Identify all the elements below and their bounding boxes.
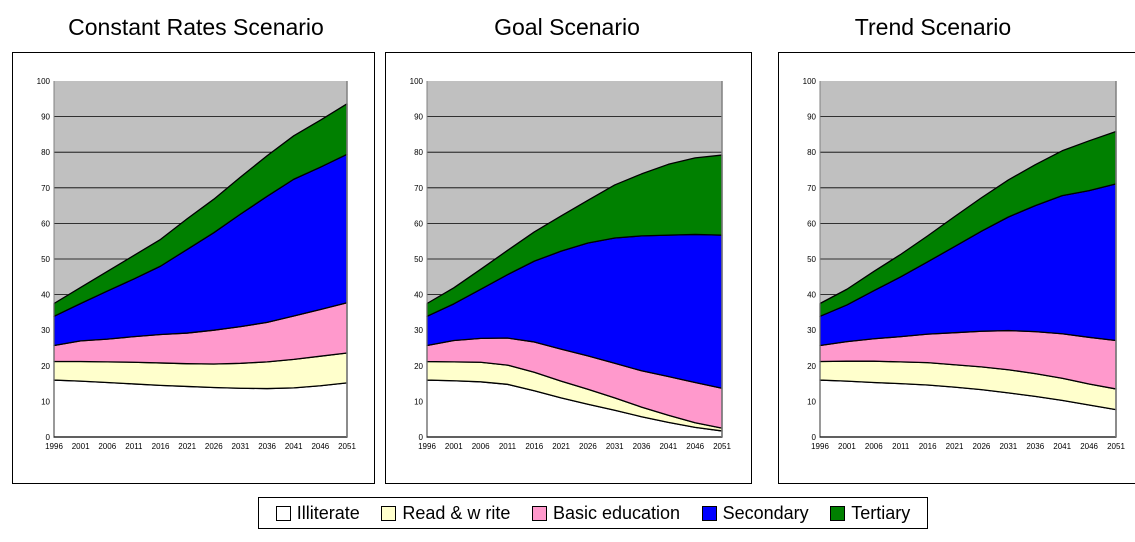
x-tick-label: 2026 — [973, 442, 991, 451]
y-tick-label: 10 — [41, 397, 50, 406]
legend-item-secondary: Secondary — [701, 502, 809, 524]
y-tick-label: 60 — [41, 219, 50, 228]
legend-item-tertiary: Tertiary — [830, 503, 910, 524]
y-tick-label: 70 — [807, 184, 816, 193]
y-tick-label: 100 — [410, 77, 424, 86]
x-tick-label: 2041 — [659, 442, 677, 451]
y-tick-label: 70 — [414, 184, 423, 193]
chart-title-trend: Trend Scenario — [854, 14, 1012, 40]
x-tick-label: 2031 — [999, 442, 1017, 451]
y-tick-label: 80 — [414, 148, 423, 157]
x-tick-label: 2011 — [499, 442, 517, 451]
area-series-illiterate — [53, 379, 348, 438]
x-tick-label: 2031 — [232, 442, 250, 451]
area-chart-constant-rates: 0 10 20 30 40 50 60 70 80 90 100 1996 2001 2006 2011 20… — [37, 77, 357, 451]
x-tick-label: 2051 — [713, 442, 731, 451]
y-tick-label: 10 — [414, 397, 423, 406]
y-tick-label: 0 — [46, 433, 51, 442]
legend-label-read-write: Read & w rite — [402, 502, 511, 523]
x-tick-label: 2046 — [686, 442, 704, 451]
y-tick-label: 30 — [807, 326, 816, 335]
x-tick-label: 2051 — [338, 442, 356, 451]
x-tick-label: 2016 — [919, 442, 937, 451]
legend-label-secondary: Secondary — [722, 502, 809, 523]
x-tick-label: 2046 — [1080, 442, 1098, 451]
x-tick-label: 2006 — [98, 442, 116, 451]
legend-label-illiterate: Illiterate — [296, 502, 360, 523]
area-chart-goal: 0 10 20 30 40 50 60 70 80 90 100 1996 2001 2006 2011 20… — [410, 77, 732, 451]
x-tick-label: 2001 — [72, 442, 90, 451]
x-tick-label: 2036 — [258, 442, 276, 451]
legend-label-basic-education: Basic education — [552, 502, 681, 523]
y-tick-label: 80 — [807, 148, 816, 157]
legend-swatch-read-write — [381, 505, 397, 521]
y-tick-label: 60 — [807, 219, 816, 228]
y-tick-label: 60 — [414, 219, 423, 228]
y-tick-label: 0 — [812, 433, 817, 442]
y-tick-label: 100 — [803, 77, 817, 86]
legend-item-read-write: Read & w rite — [381, 503, 510, 524]
y-tick-label: 90 — [807, 113, 816, 122]
x-tick-label: 2036 — [1026, 442, 1044, 451]
x-tick-label: 2001 — [445, 442, 463, 451]
y-tick-label: 80 — [41, 148, 50, 157]
x-tick-label: 2001 — [838, 442, 856, 451]
x-tick-label: 2016 — [525, 442, 543, 451]
x-tick-label: 2041 — [285, 442, 303, 451]
y-tick-label: 0 — [419, 433, 424, 442]
y-tick-label: 20 — [414, 362, 423, 371]
x-tick-label: 2021 — [946, 442, 964, 451]
y-tick-label: 40 — [414, 291, 423, 300]
y-tick-label: 50 — [414, 255, 423, 264]
y-tick-label: 50 — [807, 255, 816, 264]
x-tick-label: 2016 — [152, 442, 170, 451]
y-tick-label: 20 — [41, 362, 50, 371]
legend-swatch-basic-education — [531, 505, 547, 521]
x-tick-label: 2011 — [125, 442, 143, 451]
x-tick-label: 2041 — [1053, 442, 1071, 451]
chart-title-goal: Goal Scenario — [494, 14, 640, 40]
y-tick-label: 40 — [41, 291, 50, 300]
y-tick-label: 30 — [414, 326, 423, 335]
legend-item-basic-education: Basic education — [531, 502, 681, 524]
chart-panel-trend: 0 10 20 30 40 50 60 70 80 90 100 1996 2001 2006 2011 20… — [778, 52, 1135, 484]
legend-swatch-secondary — [701, 505, 717, 521]
x-tick-label: 2006 — [865, 442, 883, 451]
chart-panel-constant-rates: 0 10 20 30 40 50 60 70 80 90 100 1996 2001 2006 2011 20… — [12, 52, 375, 484]
area-chart-trend: 0 10 20 30 40 50 60 70 80 90 100 1996 2001 2006 2011 20… — [803, 77, 1126, 451]
x-tick-label: 2006 — [472, 442, 490, 451]
x-tick-label: 2051 — [1107, 442, 1125, 451]
legend-label-tertiary: Tertiary — [851, 502, 911, 523]
x-tick-label: 2011 — [892, 442, 910, 451]
y-tick-label: 20 — [807, 362, 816, 371]
y-tick-label: 90 — [414, 113, 423, 122]
y-tick-label: 70 — [41, 184, 50, 193]
legend-item-illiterate: Illiterate — [275, 502, 360, 524]
x-tick-label: 1996 — [418, 442, 436, 451]
x-tick-label: 2026 — [579, 442, 597, 451]
legend-swatch-illiterate — [275, 505, 291, 521]
x-tick-label: 2026 — [205, 442, 223, 451]
x-tick-label: 2021 — [178, 442, 196, 451]
x-tick-label: 2021 — [552, 442, 570, 451]
y-tick-label: 100 — [37, 77, 51, 86]
x-tick-label: 2036 — [633, 442, 651, 451]
chart-title-constant-rates: Constant Rates Scenario — [68, 14, 324, 40]
y-tick-label: 30 — [41, 326, 50, 335]
chart-panel-goal: 0 10 20 30 40 50 60 70 80 90 100 1996 2001 2006 2011 20… — [385, 52, 752, 484]
x-tick-label: 2031 — [606, 442, 624, 451]
y-tick-label: 40 — [807, 291, 816, 300]
y-tick-label: 10 — [807, 397, 816, 406]
y-tick-label: 50 — [41, 255, 50, 264]
x-tick-label: 1996 — [45, 442, 63, 451]
x-tick-label: 1996 — [811, 442, 829, 451]
legend-swatch-tertiary — [830, 505, 846, 521]
chart-legend: Illiterate Read & w rite Basic education… — [258, 497, 928, 529]
x-tick-label: 2046 — [311, 442, 329, 451]
y-tick-label: 90 — [41, 113, 50, 122]
